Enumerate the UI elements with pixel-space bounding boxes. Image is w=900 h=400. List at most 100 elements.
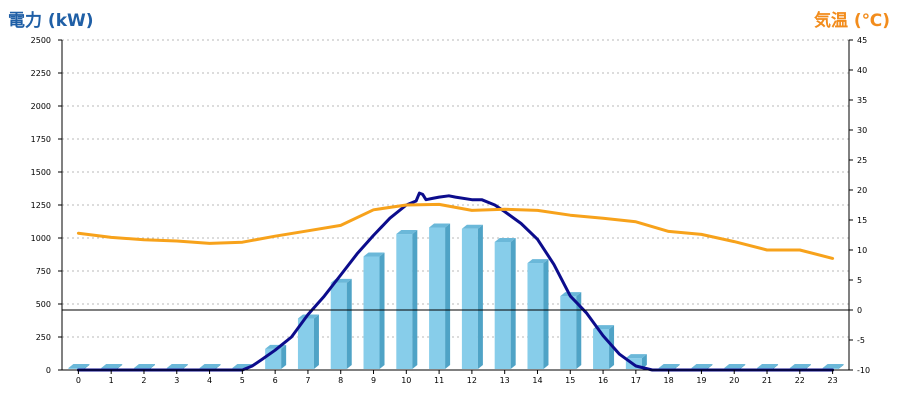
x-tick-label: 1 (109, 376, 114, 385)
x-tick-label: 7 (305, 376, 310, 385)
bar (494, 237, 516, 369)
left-tick-label: 0 (46, 366, 51, 375)
x-tick-label: 3 (174, 376, 179, 385)
bar-side (576, 292, 582, 369)
x-tick-label: 10 (401, 376, 411, 385)
left-tick-label: 1500 (31, 168, 51, 177)
x-tick-label: 5 (240, 376, 245, 385)
bar (330, 278, 352, 369)
x-tick-label: 15 (565, 376, 575, 385)
bar (396, 230, 418, 369)
bar-side (412, 230, 418, 369)
temperature-line (76, 202, 835, 260)
bar-top (199, 364, 221, 368)
grid-layer (62, 39, 849, 338)
right-tick-label: 10 (857, 246, 867, 255)
bar-front (363, 256, 380, 369)
bar-front (330, 282, 347, 369)
bar-side (149, 364, 155, 369)
bar-side (510, 237, 516, 369)
bar-top (527, 259, 549, 264)
bar-top (461, 224, 483, 229)
line-layer (76, 191, 835, 372)
x-tick-label: 6 (273, 376, 278, 385)
bar-top (68, 364, 90, 368)
right-tick-label: 0 (857, 306, 862, 315)
bar-front (68, 368, 85, 369)
bar-top (494, 237, 516, 242)
right-tick-label: -5 (857, 336, 865, 345)
bar-side (379, 252, 385, 369)
x-tick-label: 17 (631, 376, 641, 385)
bar-top (658, 364, 680, 368)
bar-side (445, 223, 451, 369)
bar-front (429, 227, 446, 369)
bar-top (625, 354, 647, 359)
bar-top (822, 364, 844, 368)
x-tick-label: 8 (338, 376, 343, 385)
right-tick-label: 35 (857, 96, 867, 105)
right-tick-label: 5 (857, 276, 862, 285)
bar-front (560, 296, 577, 369)
bar (789, 364, 811, 369)
bar-side (707, 364, 713, 369)
bar-front (494, 241, 511, 369)
x-tick-label: 13 (500, 376, 510, 385)
bar-side (117, 364, 123, 369)
bar (68, 364, 90, 369)
bar (822, 364, 844, 369)
bar (101, 364, 123, 369)
power-line (76, 191, 835, 372)
bar-top (789, 364, 811, 368)
bar-top (166, 364, 188, 368)
bar (363, 252, 385, 369)
left-axis-title: 電力 (kW) (8, 11, 94, 31)
bar-side (346, 278, 352, 369)
axis-layer: 02505007501000125015001750200022502500-1… (31, 36, 870, 385)
bar (199, 364, 221, 369)
bar (658, 364, 680, 369)
x-tick-label: 14 (532, 376, 542, 385)
x-tick-label: 23 (828, 376, 838, 385)
bar (724, 364, 746, 369)
bar-side (182, 364, 188, 369)
bar-side (641, 354, 647, 369)
x-tick-label: 22 (795, 376, 805, 385)
left-tick-label: 1000 (31, 234, 51, 243)
bar-top (133, 364, 155, 368)
bar-side (281, 344, 287, 369)
bar-side (543, 259, 549, 369)
right-tick-label: -10 (857, 366, 870, 375)
bar (593, 325, 615, 369)
bar-front (461, 228, 478, 369)
bar-top (429, 223, 451, 228)
right-tick-label: 45 (857, 36, 867, 45)
right-tick-label: 20 (857, 186, 867, 195)
bar-side (740, 364, 746, 369)
bar-top (396, 230, 418, 235)
x-tick-label: 16 (598, 376, 608, 385)
left-tick-label: 250 (36, 333, 51, 342)
bar-top (101, 364, 123, 368)
bar (560, 292, 582, 369)
right-tick-label: 15 (857, 216, 867, 225)
x-tick-label: 2 (141, 376, 146, 385)
bar-side (773, 364, 779, 369)
bar (757, 364, 779, 369)
right-tick-label: 40 (857, 66, 867, 75)
bar-side (838, 364, 844, 369)
bar-side (674, 364, 680, 369)
bar-top (363, 252, 385, 257)
left-tick-label: 1250 (31, 201, 51, 210)
bar-side (805, 364, 811, 369)
x-tick-label: 18 (664, 376, 674, 385)
bar-side (84, 364, 90, 369)
bar-side (215, 364, 221, 369)
x-tick-label: 4 (207, 376, 212, 385)
bar (527, 259, 549, 369)
x-tick-label: 21 (762, 376, 772, 385)
x-tick-label: 12 (467, 376, 477, 385)
bar-side (313, 314, 319, 369)
